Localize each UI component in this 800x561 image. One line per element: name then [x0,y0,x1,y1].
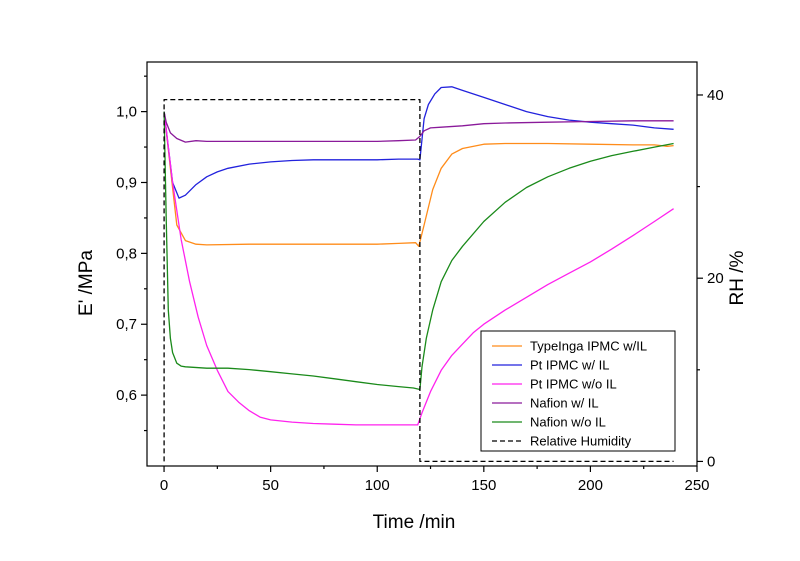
y-tick-label: 0,9 [116,174,137,191]
y-tick-label: 0,7 [116,316,137,333]
y-tick-label: 0,6 [116,387,137,404]
legend-box [480,330,676,452]
legend-label: Relative Humidity [530,434,632,449]
x-tick-label: 200 [578,477,603,494]
series-line [163,111,674,247]
plot-frame [146,61,698,467]
series-line [163,86,674,199]
axes: 0 50 100 150 200 250 0,6 0,7 0,8 0,9 1,0 0 20 40 [116,61,724,494]
legend-label: Pt IPMC w/o IL [530,377,617,392]
series-line [163,98,674,463]
legend-label: TypeInga IPMC w/IL [530,339,647,354]
y2-tick-label: 20 [707,270,724,287]
series-layer [163,86,674,463]
y-axis-title: E' /MPa [76,250,97,316]
legend-label: Nafion w/o IL [530,415,606,430]
x-tick-label: 100 [365,477,390,494]
y2-tick-label: 40 [707,87,724,104]
x-tick-label: 50 [262,477,279,494]
x-axis-title: Time /min [373,512,456,533]
legend: TypeInga IPMC w/IL Pt IPMC w/ IL Pt IPMC w… [480,330,676,452]
y-tick-label: 0,8 [116,245,137,262]
legend-label: Pt IPMC w/ IL [530,358,609,373]
series-line [163,111,674,143]
series-line [163,111,674,426]
x-tick-label: 250 [684,477,709,494]
y-tick-label: 1,0 [116,104,137,121]
y2-axis-title: RH /% [727,250,748,305]
series-line [163,111,674,391]
y2-tick-label: 0 [707,453,715,470]
x-tick-label: 150 [471,477,496,494]
legend-label: Nafion w/ IL [530,396,599,411]
x-tick-label: 0 [160,477,168,494]
